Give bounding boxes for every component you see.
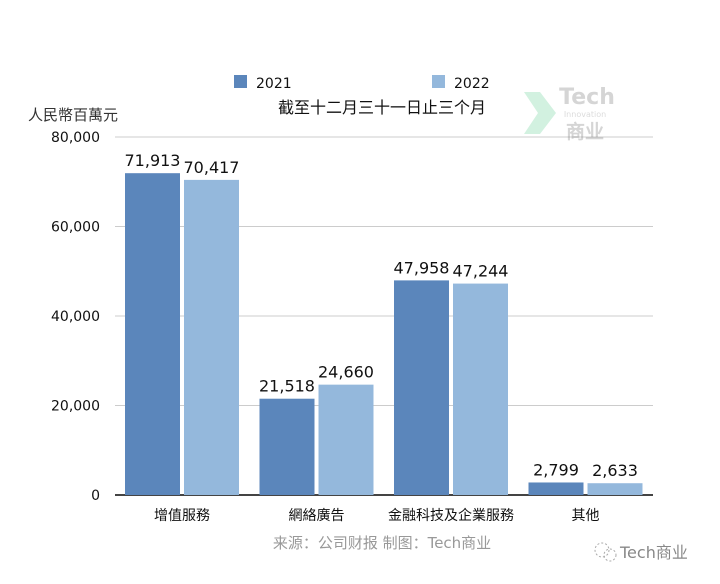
data-label: 21,518: [259, 377, 315, 396]
bar-2022: [587, 483, 643, 495]
brand-text: Tech商业: [619, 543, 688, 562]
bar-2021: [528, 482, 584, 495]
data-label: 71,913: [125, 151, 181, 170]
watermark-logo: Tech Innovation 商业: [524, 85, 615, 143]
bar-2022: [453, 283, 508, 495]
data-label: 24,660: [318, 363, 374, 382]
data-label: 2,633: [592, 461, 638, 480]
bar-2022: [318, 384, 374, 495]
legend-label: 2022: [454, 76, 490, 92]
legend-label: 2021: [256, 76, 292, 92]
bar-2021: [259, 398, 315, 495]
data-label: 47,244: [453, 262, 509, 281]
svg-text:Tech: Tech: [559, 85, 615, 110]
source-note: 来源：公司财报 制图：Tech商业: [273, 534, 491, 552]
y-tick-label: 80,000: [51, 130, 100, 146]
y-tick-label: 40,000: [51, 309, 100, 325]
bar-2021: [125, 173, 180, 495]
y-axis-label: 人民幣百萬元: [28, 106, 118, 124]
y-tick-label: 0: [91, 488, 100, 504]
data-label: 70,417: [184, 158, 240, 177]
data-label: 47,958: [394, 258, 450, 277]
chart-title: 截至十二月三十一日止三个月: [278, 98, 486, 117]
x-tick-label: 其他: [572, 508, 600, 524]
y-tick-label: 20,000: [51, 399, 100, 415]
legend-swatch-2021: [234, 75, 247, 88]
data-label: 2,799: [533, 460, 579, 479]
wechat-brand: Tech商业: [594, 542, 688, 562]
x-tick-label: 金融科技及企業服務: [388, 507, 514, 524]
x-tick-label: 增值服務: [154, 508, 210, 524]
bar-2022: [184, 179, 239, 496]
x-tick-label: 網絡廣告: [289, 507, 345, 524]
bar-2021: [394, 280, 449, 495]
y-tick-label: 60,000: [51, 220, 100, 236]
svg-text:Innovation: Innovation: [564, 110, 606, 119]
svg-text:商业: 商业: [566, 120, 604, 143]
legend-swatch-2022: [432, 75, 445, 88]
